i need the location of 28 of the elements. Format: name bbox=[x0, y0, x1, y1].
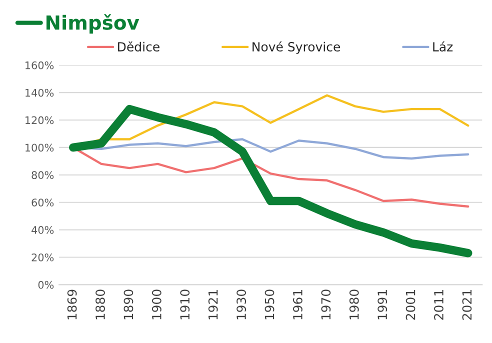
y-tick-label: 140% bbox=[26, 88, 54, 97]
x-tick-label: 1970 bbox=[321, 290, 331, 320]
x-tick-label: 1900 bbox=[152, 290, 162, 320]
legend-label: Nové Syrovice bbox=[252, 41, 340, 54]
x-tick-label: 1880 bbox=[96, 290, 105, 320]
y-tick-label: 100% bbox=[26, 144, 54, 152]
x-tick-label: 1991 bbox=[378, 290, 388, 320]
x-tick-label: 2011 bbox=[434, 290, 444, 320]
x-tick-label: 1930 bbox=[236, 290, 246, 320]
legend-label: Dědice bbox=[118, 41, 160, 52]
y-tick-label: 160% bbox=[26, 61, 54, 70]
y-tick-label: 40% bbox=[32, 226, 54, 234]
y-tick-label: 0% bbox=[38, 280, 54, 289]
x-tick-label: 1961 bbox=[292, 290, 302, 320]
x-tick-label: 1921 bbox=[208, 290, 218, 320]
x-tick-label: 2001 bbox=[406, 290, 416, 320]
y-tick-label: 20% bbox=[32, 253, 54, 262]
x-tick-label: 1890 bbox=[124, 290, 134, 320]
legend-label: Nimpšov bbox=[46, 14, 140, 34]
y-tick-label: 80% bbox=[32, 171, 54, 180]
x-tick-label: 1869 bbox=[67, 290, 77, 320]
y-tick-label: 60% bbox=[32, 198, 54, 206]
x-tick-label: 2021 bbox=[462, 290, 472, 320]
x-tick-label: 1980 bbox=[349, 290, 359, 320]
x-tick-label: 1950 bbox=[264, 290, 274, 320]
x-tick-label: 1910 bbox=[180, 290, 190, 320]
y-tick-label: 120% bbox=[26, 116, 54, 124]
legend-label: Láz bbox=[433, 41, 453, 52]
